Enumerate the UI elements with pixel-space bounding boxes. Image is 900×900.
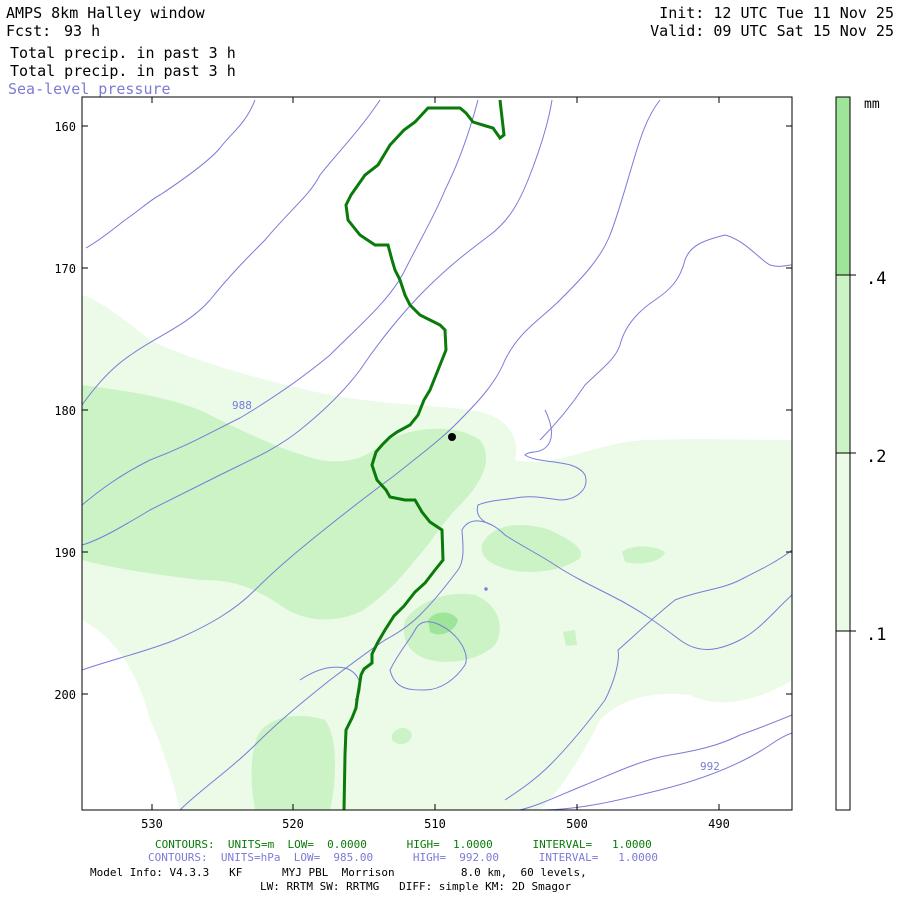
forecast-hour: 93 h xyxy=(64,22,101,40)
valid-time: Valid: 09 UTC Sat 15 Nov 25 xyxy=(650,22,894,40)
y-tick-label: 200 xyxy=(54,688,76,702)
y-tick-label: 160 xyxy=(54,120,76,134)
x-axis-ticks xyxy=(151,97,720,810)
field-title-2: Total precip. in past 3 h xyxy=(10,62,236,80)
station-marker xyxy=(448,433,456,441)
colorbar-segment-01 xyxy=(836,453,850,631)
colorbar-level-label: .4 xyxy=(866,269,886,289)
colorbar-units: mm xyxy=(864,97,880,112)
height-contour-line xyxy=(342,99,506,810)
contours-pressure-info: CONTOURS: UNITS=hPa LOW= 985.00 HIGH= 99… xyxy=(148,851,658,864)
forecast-label: Fcst: xyxy=(6,22,52,40)
contour-label-992: 992 xyxy=(700,760,720,773)
physics-info: LW: RRTM SW: RRTMG DIFF: simple KM: 2D S… xyxy=(260,880,572,893)
colorbar-level-label: .1 xyxy=(866,625,886,645)
precip-fill-04 xyxy=(428,612,458,635)
colorbar-segment-00 xyxy=(836,631,850,810)
colorbar-level-label: .2 xyxy=(866,447,886,467)
x-tick-label: 500 xyxy=(566,817,588,831)
y-tick-label: 170 xyxy=(54,262,76,276)
init-time: Init: 12 UTC Tue 11 Nov 25 xyxy=(659,4,894,22)
colorbar: mm .4 .2 .1 xyxy=(835,96,886,811)
model-title: AMPS 8km Halley window xyxy=(6,4,205,22)
y-tick-label: 180 xyxy=(54,404,76,418)
x-tick-label: 530 xyxy=(141,817,163,831)
precip-fill-01 xyxy=(82,295,792,810)
plot-frame xyxy=(81,96,793,811)
model-info: Model Info: V4.3.3 KF MYJ PBL Morrison 8… xyxy=(90,866,587,879)
y-axis-ticks xyxy=(82,125,792,695)
x-tick-label: 510 xyxy=(424,817,446,831)
x-tick-label: 520 xyxy=(282,817,304,831)
contours-height-info: CONTOURS: UNITS=m LOW= 0.0000 HIGH= 1.00… xyxy=(155,838,652,851)
field-title-3: Sea-level pressure xyxy=(8,80,171,98)
field-title-1: Total precip. in past 3 h xyxy=(10,44,236,62)
colorbar-segment-04 xyxy=(836,97,850,275)
contour-label-988: 988 xyxy=(232,399,252,412)
colorbar-segment-02 xyxy=(836,275,850,453)
pressure-contours xyxy=(82,99,792,810)
y-tick-label: 190 xyxy=(54,546,76,560)
x-tick-label: 490 xyxy=(708,817,730,831)
